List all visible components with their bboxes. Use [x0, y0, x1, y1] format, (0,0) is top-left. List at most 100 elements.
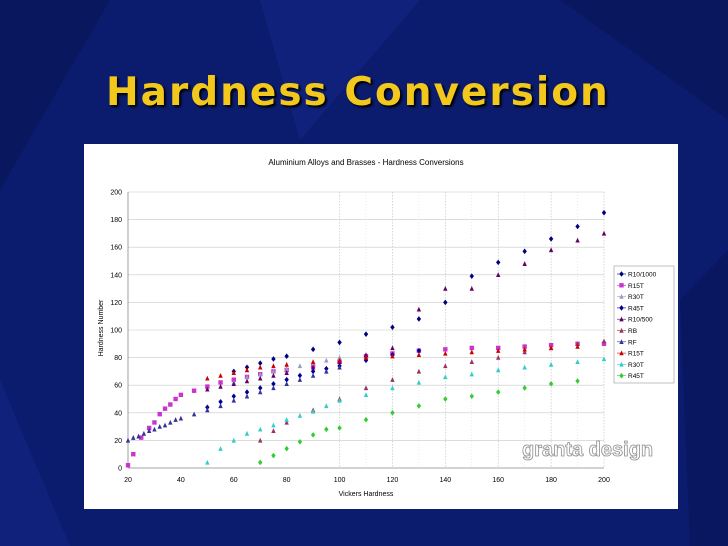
data-point — [258, 426, 263, 432]
legend-marker — [619, 283, 624, 288]
data-point — [522, 261, 527, 266]
data-point — [141, 430, 147, 436]
data-point — [469, 371, 474, 377]
data-point — [231, 393, 236, 400]
data-point — [522, 385, 527, 391]
legend-marker — [619, 271, 624, 277]
data-point — [139, 435, 144, 440]
data-point — [231, 370, 236, 375]
x-tick-label: 200 — [598, 477, 610, 484]
data-point — [271, 428, 276, 433]
data-point — [284, 445, 289, 452]
data-point — [231, 381, 236, 387]
data-point — [284, 361, 289, 367]
data-point — [218, 380, 223, 385]
legend-label: R10/500 — [628, 317, 653, 324]
legend-label: R45T — [628, 305, 644, 312]
data-point — [284, 370, 289, 375]
data-point — [443, 347, 448, 352]
data-point — [469, 349, 474, 355]
data-point — [443, 396, 448, 402]
data-point — [244, 378, 250, 384]
data-point — [363, 355, 369, 360]
y-tick-label: 60 — [114, 383, 122, 390]
legend-marker — [619, 361, 624, 367]
data-point — [271, 356, 276, 362]
data-point — [162, 406, 168, 411]
data-point — [218, 403, 223, 409]
data-point — [218, 446, 223, 451]
data-point — [548, 236, 554, 242]
data-point — [205, 386, 210, 392]
legend-label: R15T — [628, 283, 644, 290]
data-point — [152, 420, 157, 425]
data-point — [310, 408, 316, 414]
data-point — [218, 398, 223, 405]
data-point — [363, 357, 369, 364]
x-tick-label: 80 — [283, 477, 291, 484]
data-point — [310, 364, 316, 370]
data-point — [271, 363, 276, 369]
series-0 — [231, 209, 607, 375]
legend-label: R10/1000 — [628, 272, 657, 279]
data-point — [601, 209, 607, 216]
data-point — [601, 341, 607, 346]
data-point — [297, 363, 303, 369]
y-tick-label: 100 — [110, 328, 122, 335]
data-point — [443, 299, 448, 306]
data-point — [244, 374, 250, 380]
data-point — [324, 368, 329, 374]
data-point — [575, 341, 580, 346]
data-point — [231, 397, 236, 403]
data-point — [258, 375, 263, 381]
data-point — [337, 364, 342, 370]
data-point — [496, 345, 501, 351]
data-point — [310, 346, 316, 353]
data-point — [416, 379, 422, 385]
data-point — [157, 411, 162, 417]
legend: R10/1000 R15T R30T R45T R10/500 RB RF R15T R30T R… — [613, 265, 675, 384]
data-point — [443, 363, 448, 369]
series-8 — [205, 356, 607, 465]
data-point — [496, 367, 501, 373]
x-tick-label: 100 — [334, 477, 346, 484]
data-point — [284, 381, 289, 387]
data-point — [337, 355, 342, 360]
watermark: granta design — [522, 439, 653, 461]
data-point — [310, 359, 316, 364]
data-point — [218, 383, 223, 389]
data-point — [205, 375, 210, 381]
data-point — [601, 230, 607, 236]
data-point — [443, 350, 448, 356]
data-point — [548, 345, 554, 351]
data-point — [496, 272, 501, 277]
data-point — [244, 389, 250, 395]
y-tick-label: 160 — [110, 245, 122, 252]
data-point — [271, 368, 276, 374]
data-point — [218, 372, 223, 378]
data-point — [416, 306, 422, 312]
chart-title: Aluminium Alloys and Brasses - Hardness … — [268, 158, 463, 167]
x-tick-label: 120 — [387, 477, 399, 484]
data-point — [390, 324, 395, 331]
data-points — [125, 209, 607, 468]
legend-label: R30T — [628, 362, 644, 369]
data-point — [191, 411, 197, 417]
legend-label: R30T — [628, 294, 644, 301]
y-tick-label: 0 — [118, 466, 122, 473]
data-point — [205, 407, 210, 413]
legend-marker — [619, 316, 624, 322]
data-point — [231, 377, 236, 382]
data-point — [178, 392, 184, 398]
data-point — [548, 361, 554, 367]
data-point — [390, 385, 395, 391]
data-point — [575, 359, 580, 364]
data-point — [337, 397, 342, 403]
data-point — [310, 432, 316, 438]
data-point — [390, 353, 395, 359]
data-point — [173, 417, 178, 422]
data-point — [125, 437, 131, 443]
data-point — [205, 404, 210, 411]
data-point — [205, 384, 210, 389]
data-point — [131, 452, 136, 457]
